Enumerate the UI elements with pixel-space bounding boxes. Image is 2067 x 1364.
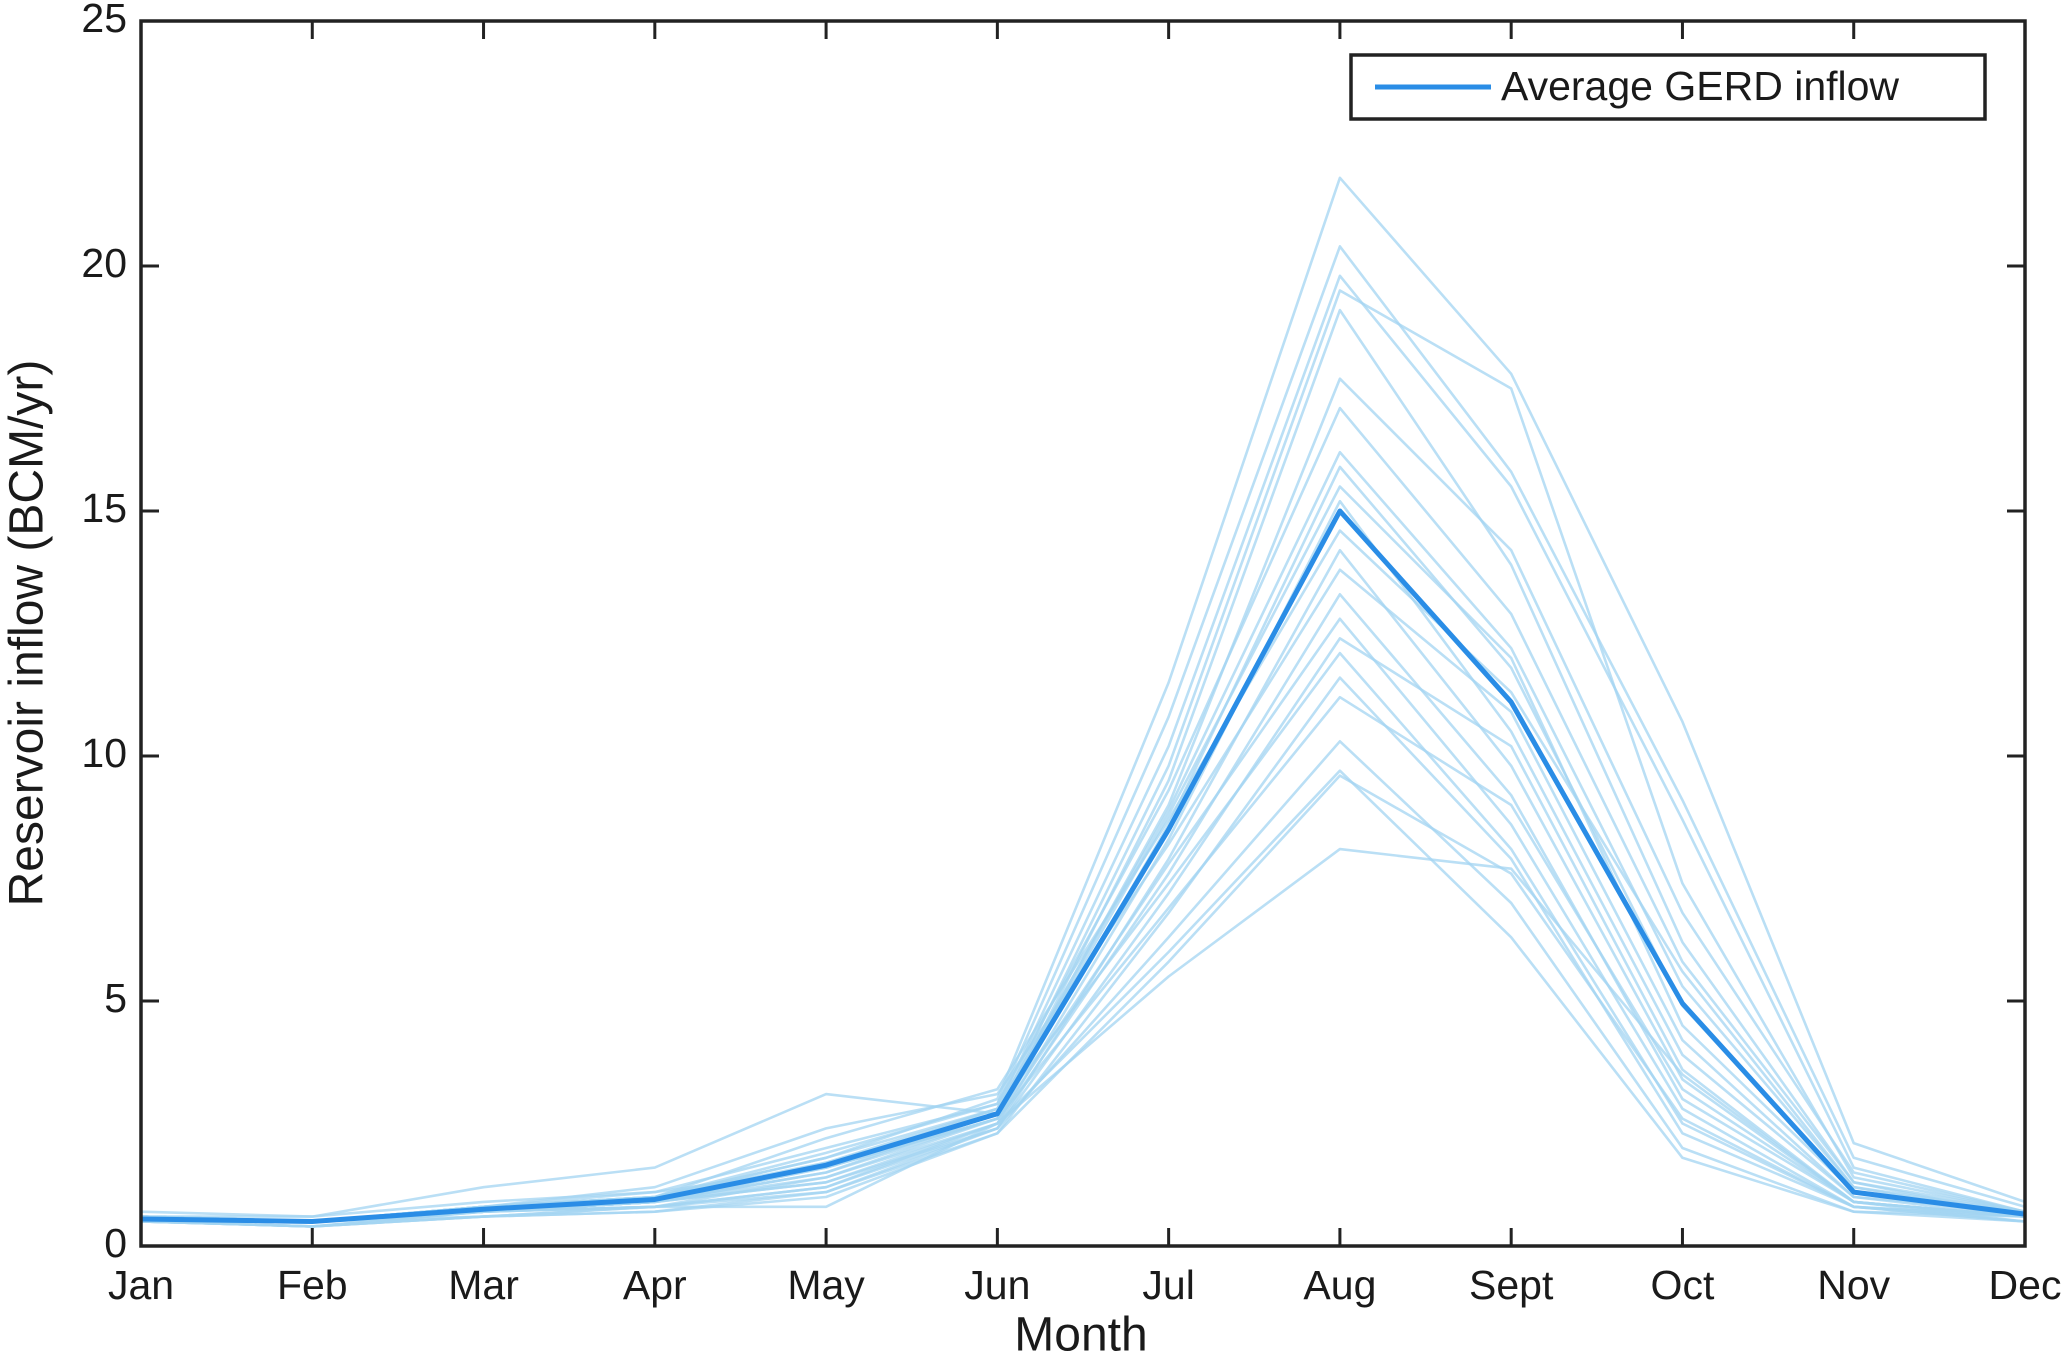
x-tick-label: Oct xyxy=(1651,1262,1715,1308)
year-line xyxy=(140,617,2026,1223)
y-axis-label: Reservoir inflow (BCM/yr) xyxy=(1,360,54,907)
plot-frame xyxy=(139,19,2027,1248)
y-tick-label: 5 xyxy=(104,975,127,1021)
x-tick-label: May xyxy=(787,1262,865,1308)
x-tick-label: Jun xyxy=(964,1262,1030,1308)
x-axis-label: Month xyxy=(1014,1309,1147,1362)
x-tick-label: Mar xyxy=(448,1262,519,1308)
year-line xyxy=(141,465,2026,1223)
year-line xyxy=(140,176,2026,1223)
y-tick-label: 0 xyxy=(104,1220,127,1266)
x-tick-label: Jan xyxy=(108,1262,174,1308)
year-line xyxy=(140,774,2026,1228)
year-line xyxy=(141,406,2026,1223)
x-tick-label: Apr xyxy=(623,1262,687,1308)
y-tick-label: 10 xyxy=(81,730,127,776)
year-line xyxy=(140,245,2026,1218)
x-tick-label: Jul xyxy=(1142,1262,1194,1308)
x-tick-label: Feb xyxy=(277,1262,348,1308)
year-line xyxy=(141,274,2026,1223)
legend-label: Average GERD inflow xyxy=(1501,63,1899,109)
y-tick-label: 20 xyxy=(81,240,127,286)
year-line xyxy=(141,548,2026,1223)
x-tick-label: Sept xyxy=(1469,1262,1554,1308)
year-line xyxy=(140,847,2026,1223)
average-line xyxy=(140,508,2026,1224)
year-line xyxy=(141,377,2026,1218)
year-line xyxy=(140,289,2026,1223)
x-tick-label: Nov xyxy=(1817,1262,1890,1308)
year-line xyxy=(140,308,2026,1228)
y-tick-label: 25 xyxy=(81,0,127,41)
year-line xyxy=(140,485,2026,1223)
y-tick-label: 15 xyxy=(81,485,127,531)
x-tick-label: Aug xyxy=(1303,1262,1376,1308)
x-tick-label: Dec xyxy=(1989,1262,2062,1308)
